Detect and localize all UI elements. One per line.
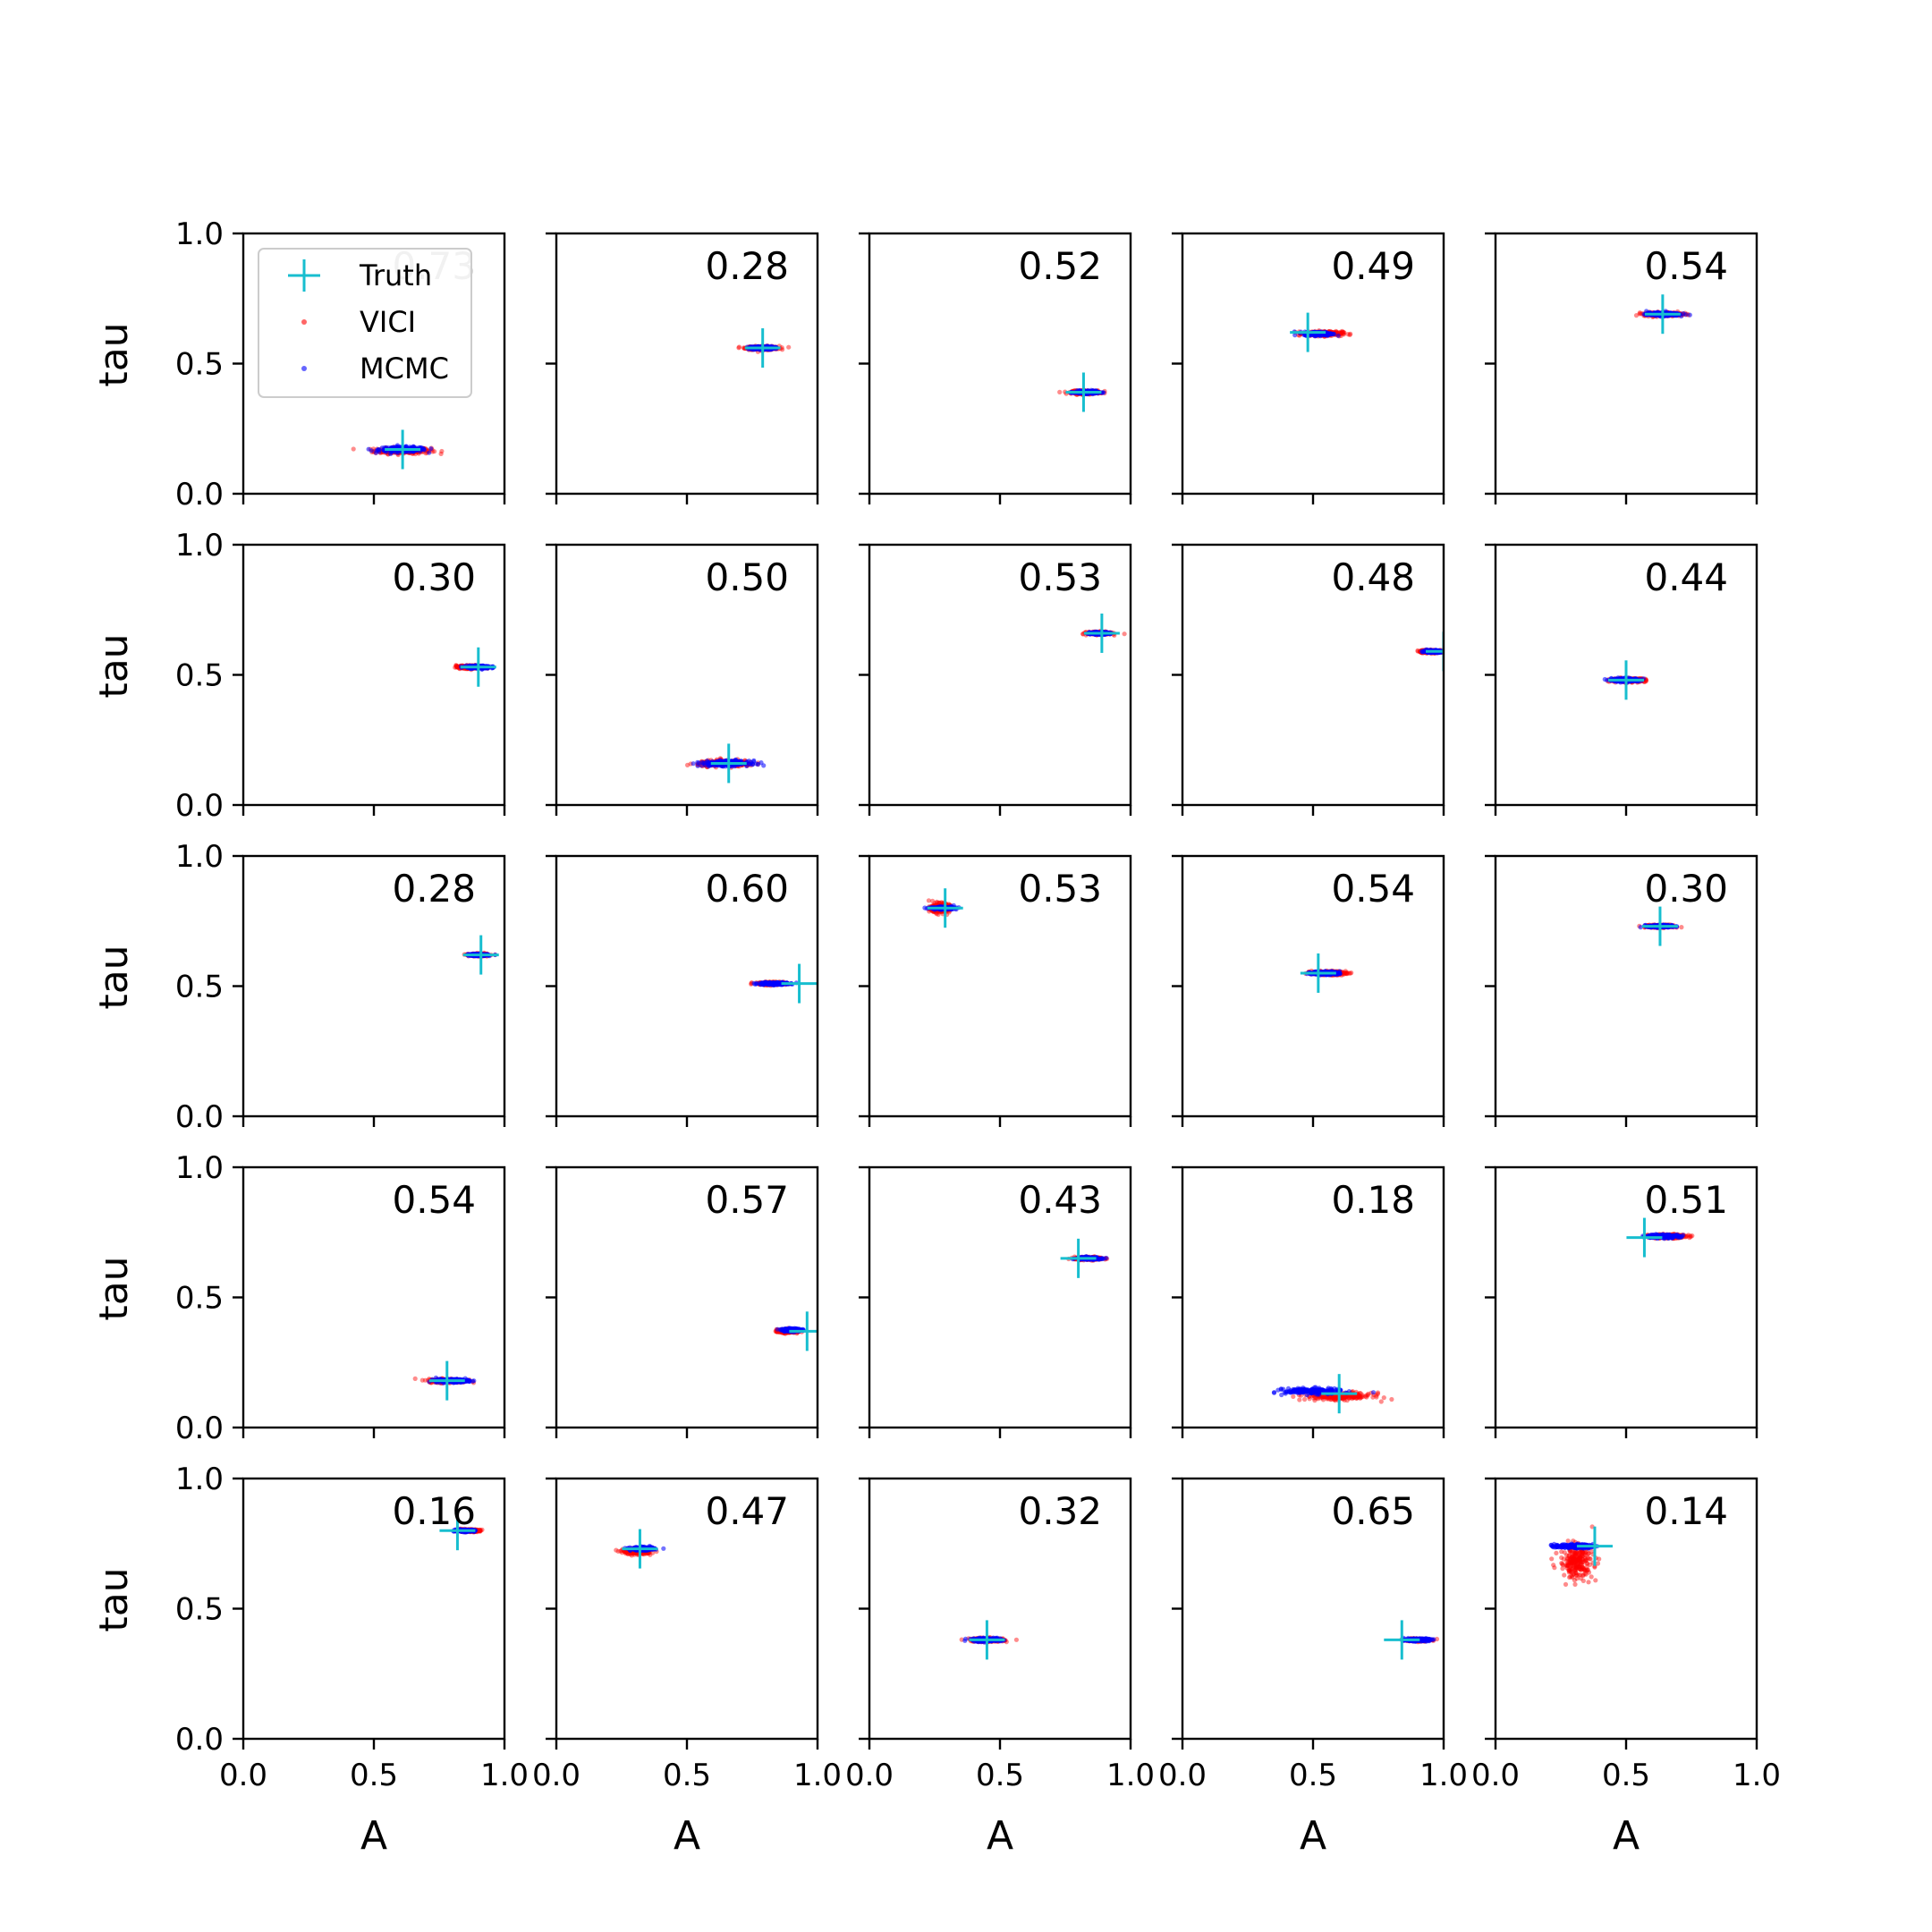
vici-point — [453, 665, 458, 670]
truth-marker — [460, 647, 496, 687]
panel-value-label: 0.48 — [1331, 555, 1415, 599]
vici-point — [1341, 331, 1346, 336]
panel-value-label: 0.50 — [705, 555, 789, 599]
mcmc-point — [733, 758, 738, 764]
mcmc-point — [1327, 331, 1334, 336]
subplot-2-5: 0.44 — [1485, 543, 1758, 816]
truth-marker — [744, 328, 781, 369]
vici-point — [1339, 330, 1344, 335]
vici-point — [1340, 328, 1345, 334]
y-axis-label: tau — [91, 633, 137, 698]
panel-value-label: 0.54 — [1644, 244, 1728, 288]
truth-marker — [1290, 312, 1326, 352]
mcmc-point — [1602, 676, 1607, 682]
truth-marker — [1644, 294, 1681, 335]
vici-point — [453, 665, 459, 670]
vici-point — [786, 344, 792, 350]
vici-point — [453, 663, 459, 669]
vici-point — [1338, 329, 1343, 335]
panel-value-label: 0.44 — [1644, 555, 1728, 599]
vici-point — [1345, 332, 1351, 337]
vici-point — [1348, 331, 1353, 336]
mcmc-point — [706, 760, 711, 766]
panel-value-label: 0.53 — [1018, 555, 1102, 599]
y-tick-label: 0.0 — [175, 477, 224, 513]
subplot-1-5: 0.54 — [1485, 232, 1758, 504]
subplot-2-2: 0.50 — [546, 543, 819, 816]
truth-marker — [1065, 372, 1102, 412]
vici-point — [1122, 631, 1127, 637]
mcmc-point — [748, 759, 754, 765]
mcmc-point — [428, 446, 434, 452]
y-tick-label: 0.5 — [175, 658, 224, 694]
mcmc-point — [1292, 333, 1298, 338]
vici-point — [1339, 329, 1344, 335]
y-tick-label: 0.0 — [175, 788, 224, 824]
truth-marker — [385, 429, 421, 470]
truth-marker — [1608, 660, 1644, 700]
vici-point — [432, 449, 437, 454]
subplot-1-3: 0.52 — [859, 232, 1132, 504]
mcmc-point — [369, 448, 374, 453]
y-tick-label: 1.0 — [175, 216, 224, 252]
vici-point — [1341, 330, 1346, 335]
vici-point — [1341, 332, 1347, 337]
truth-marker — [1426, 631, 1444, 672]
vici-point — [736, 345, 741, 351]
mcmc-point — [1681, 310, 1686, 317]
vici-point — [1339, 330, 1344, 335]
vici-point — [685, 762, 691, 768]
y-tick-label: 1.0 — [175, 528, 224, 564]
vici-point — [779, 345, 784, 351]
subplot-1-2: 0.28 — [546, 232, 819, 504]
vici-point — [736, 344, 742, 350]
vici-point — [438, 451, 444, 456]
vici-point — [1637, 310, 1642, 316]
vici-point — [1341, 329, 1346, 335]
panel-value-label: 0.28 — [705, 244, 789, 288]
panels: 0.730.00.51.0tau0.280.520.490.540.300.00… — [91, 216, 1781, 1859]
vici-point — [1342, 330, 1347, 335]
subplot-2-1: 0.30 0.0 0.5 1.0 tau — [91, 528, 506, 824]
y-axis-label: tau — [91, 322, 137, 386]
vici-point — [454, 664, 460, 669]
panel-value-label: 0.52 — [1018, 244, 1102, 288]
mcmc-point — [1687, 312, 1692, 318]
subplot-2-3: 0.53 — [859, 543, 1132, 816]
vici-point — [454, 665, 460, 670]
panel-value-label: 0.30 — [392, 555, 476, 599]
truth-marker — [1083, 613, 1120, 653]
vici-point — [1415, 648, 1420, 654]
vici-point — [453, 663, 460, 668]
vici-point — [454, 664, 460, 670]
vici-point — [351, 446, 356, 452]
mcmc-point — [427, 450, 432, 455]
mcmc-point — [1335, 333, 1341, 338]
truth-marker — [710, 743, 747, 784]
mcmc-point — [373, 450, 378, 455]
vici-point — [1347, 332, 1352, 337]
vici-point — [1057, 389, 1063, 394]
vici-point — [780, 347, 785, 352]
subplot-1-4: 0.49 — [1172, 232, 1445, 504]
mcmc-point — [1101, 390, 1106, 395]
vici-point — [1637, 311, 1642, 317]
mcmc-point — [691, 761, 696, 767]
vici-point — [1633, 313, 1640, 318]
y-tick-label: 0.5 — [175, 347, 224, 383]
mcmc-point — [696, 760, 701, 766]
mcmc-point — [756, 761, 761, 767]
subplot-2-4: 0.48 — [1172, 543, 1445, 816]
panel-value-label: 0.49 — [1331, 244, 1415, 288]
mcmc-point — [761, 763, 767, 768]
vici-point — [439, 448, 445, 454]
vici-point — [453, 663, 459, 668]
vici-point — [1415, 648, 1420, 654]
